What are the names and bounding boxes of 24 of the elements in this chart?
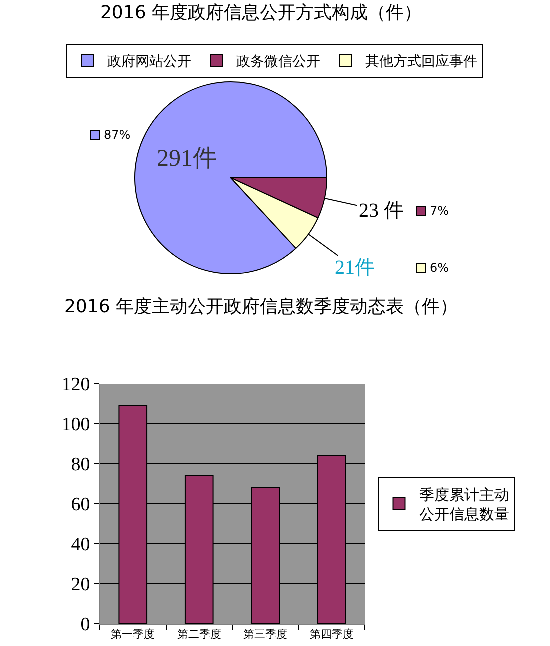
legend-label: 政务微信公开 bbox=[236, 54, 320, 70]
text: 6% bbox=[430, 261, 450, 275]
y-tick-label: 120 bbox=[62, 374, 90, 396]
y-tick-label: 0 bbox=[80, 614, 90, 636]
legend-label: 政府网站公开 bbox=[108, 54, 192, 70]
legend-label: 季度累计主动公开信息数量 bbox=[419, 486, 510, 524]
data-label: 21件 bbox=[335, 257, 375, 279]
text: 87% bbox=[104, 128, 131, 142]
chart-title: 2016 年度政府信息公开方式构成（件） bbox=[100, 2, 422, 24]
x-tick-label: 第二季度 bbox=[177, 628, 222, 642]
x-tick-label: 第三季度 bbox=[244, 628, 288, 642]
data-label: 23 件 bbox=[359, 200, 404, 222]
y-tick-label: 100 bbox=[62, 414, 90, 436]
y-tick-label: 80 bbox=[71, 454, 90, 476]
chart-title: 2016 年度主动公开政府信息数季度动态表（件） bbox=[64, 296, 458, 318]
y-tick-label: 40 bbox=[71, 534, 90, 556]
data-label: 291件 bbox=[157, 146, 217, 172]
x-tick-label: 第一季度 bbox=[111, 628, 156, 642]
legend-label: 其他方式回应事件 bbox=[366, 54, 478, 70]
pie-slice bbox=[134, 82, 328, 274]
y-tick-label: 60 bbox=[71, 494, 90, 516]
text: 7% bbox=[430, 204, 450, 218]
x-tick-label: 第四季度 bbox=[310, 628, 354, 642]
y-tick-label: 20 bbox=[71, 574, 90, 596]
